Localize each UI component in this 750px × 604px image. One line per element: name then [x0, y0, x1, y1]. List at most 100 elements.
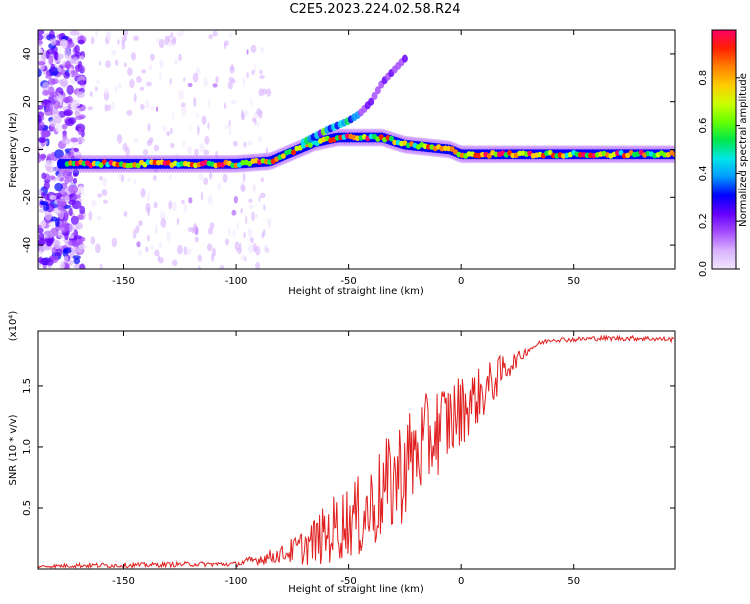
noise-blob — [77, 214, 84, 220]
noise-blob — [48, 30, 55, 40]
noise-blob — [122, 142, 128, 152]
noise-blob — [186, 247, 192, 256]
noise-blob — [247, 140, 253, 146]
noise-blob — [136, 241, 141, 248]
noise-blob — [68, 223, 74, 233]
noise-blob — [127, 67, 133, 76]
noise-blob — [170, 32, 174, 39]
noise-blob — [63, 110, 72, 116]
noise-blob — [212, 30, 218, 37]
branch-point — [374, 86, 381, 95]
noise-blob — [71, 100, 81, 107]
noise-blob — [166, 232, 171, 242]
noise-blob — [72, 255, 81, 260]
noise-blob — [132, 229, 137, 239]
noise-blob — [41, 246, 51, 251]
noise-blob — [160, 218, 167, 228]
noise-blob — [145, 202, 151, 213]
noise-blob — [229, 32, 233, 39]
x-tick-label: -150 — [112, 276, 135, 287]
x-tick-label: 50 — [567, 276, 580, 287]
noise-blob — [78, 185, 84, 193]
noise-blob — [48, 175, 56, 180]
branch-point — [368, 97, 375, 106]
noise-blob — [53, 100, 61, 110]
noise-blob — [192, 222, 198, 233]
x-tick-label: 0 — [458, 576, 464, 587]
y-tick-label: 1.0 — [22, 439, 33, 455]
noise-blob — [207, 194, 214, 205]
noise-blob — [258, 135, 262, 143]
noise-blob — [250, 98, 253, 108]
noise-blob — [154, 249, 160, 257]
noise-blob — [44, 193, 50, 201]
noise-blob — [133, 178, 137, 185]
noise-blob — [181, 199, 185, 204]
noise-blob — [232, 140, 238, 147]
noise-blob — [69, 30, 80, 36]
noise-blob — [79, 65, 86, 74]
noise-blob — [260, 177, 264, 183]
noise-blob — [158, 241, 162, 250]
noise-blob — [54, 182, 63, 192]
noise-blob — [57, 66, 62, 73]
noise-blob — [159, 59, 164, 68]
noise-blob — [77, 39, 85, 45]
noise-blob — [99, 176, 103, 181]
noise-blob — [122, 35, 127, 42]
snr-series-line — [38, 334, 675, 569]
noise-blob — [74, 235, 82, 240]
noise-blob — [149, 106, 155, 111]
noise-blob — [209, 222, 215, 230]
noise-blob — [80, 84, 86, 89]
noise-blob — [253, 213, 259, 219]
noise-blob — [207, 121, 210, 130]
noise-blob — [54, 218, 60, 228]
noise-blob — [103, 91, 110, 101]
noise-blob — [38, 154, 42, 163]
noise-blob — [123, 30, 129, 37]
colorbar: 0.0 0.2 0.4 0.6 0.8 Normalized spectral ampl… — [698, 29, 749, 277]
noise-blob — [251, 211, 255, 222]
colorbar-scale — [711, 29, 737, 270]
snr-multiplier-label: (x10⁴) — [8, 311, 19, 342]
noise-blob — [129, 78, 135, 89]
y-tick-label: 20 — [22, 95, 33, 108]
snr-marks — [38, 334, 675, 569]
noise-blob — [118, 171, 123, 181]
noise-blob — [127, 177, 132, 182]
noise-blob — [72, 172, 79, 177]
noise-blob — [187, 82, 193, 88]
spectrogram-marks — [38, 30, 675, 269]
noise-blob — [263, 228, 266, 237]
ridge-point — [388, 135, 394, 142]
noise-blob — [38, 34, 44, 41]
noise-blob — [230, 99, 237, 105]
colorbar-label: Normalized spectral amplitude — [738, 73, 749, 227]
noise-blob — [168, 175, 172, 180]
noise-blob — [46, 153, 55, 161]
noise-blob — [223, 42, 227, 50]
noise-blob — [44, 159, 55, 167]
noise-blob — [201, 115, 207, 125]
noise-blob — [176, 217, 180, 226]
noise-blob — [38, 115, 42, 124]
noise-blob — [70, 215, 79, 225]
noise-blob — [70, 247, 81, 253]
noise-blob — [45, 50, 50, 60]
noise-blob — [171, 201, 177, 212]
noise-blob — [70, 137, 78, 143]
noise-blob — [261, 88, 268, 95]
noise-blob — [42, 89, 49, 96]
noise-blob — [59, 38, 68, 49]
noise-blob — [160, 211, 166, 221]
noise-blob — [77, 244, 88, 250]
ridge-point — [449, 146, 455, 152]
ridge-point — [307, 142, 313, 148]
noise-blob — [71, 200, 82, 210]
noise-blob — [45, 71, 51, 77]
noise-blob — [255, 261, 261, 269]
noise-blob — [228, 119, 231, 127]
noise-blob — [187, 227, 194, 233]
noise-blob — [192, 72, 199, 83]
